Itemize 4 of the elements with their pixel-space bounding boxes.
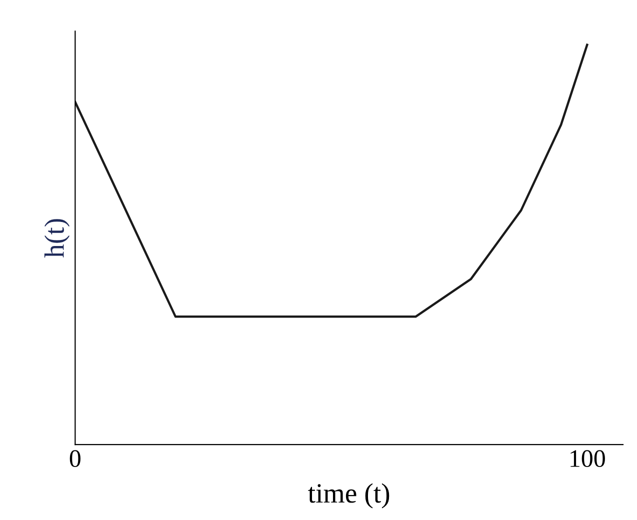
x-tick-label: 0 (70, 450, 80, 468)
x-axis-title: time (t) (308, 483, 390, 508)
y-axis-title: h(t) (44, 219, 70, 258)
x-tick-label: 100 (570, 450, 605, 468)
